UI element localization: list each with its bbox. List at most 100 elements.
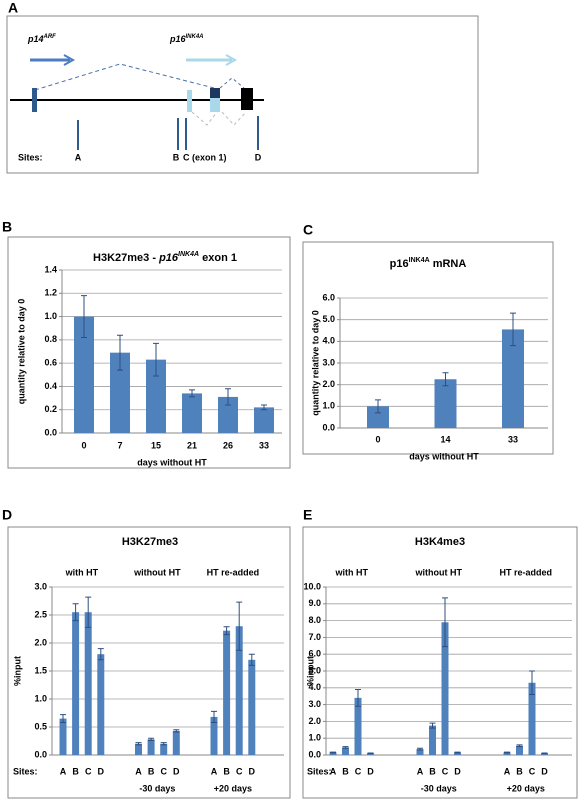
group-sublabel: +20 days (507, 783, 545, 793)
x-axis-label: days without HT (137, 457, 207, 467)
x-tick-label: A (211, 766, 218, 776)
bar (342, 747, 349, 755)
y-tick-label: 0.0 (34, 749, 47, 759)
group-sublabel: -30 days (139, 783, 175, 793)
error-bar (375, 399, 381, 414)
x-tick-label: C (160, 766, 167, 776)
bar (110, 352, 130, 433)
bar (84, 612, 92, 755)
exon (210, 88, 220, 98)
group-label: with HT (335, 567, 369, 577)
bar (329, 752, 337, 755)
error-bar (153, 342, 159, 377)
y-tick-label: 0.0 (308, 749, 321, 759)
bar (210, 716, 218, 755)
sites-label: Sites: (307, 766, 332, 776)
x-tick-label: 33 (259, 440, 269, 450)
error-bar (223, 626, 230, 636)
error-bar (189, 389, 195, 398)
x-tick-label: D (249, 766, 256, 776)
panel-letter: D (2, 507, 12, 523)
title-part: mRNA (430, 258, 467, 270)
y-tick-label: 0.2 (44, 404, 57, 414)
error-bar (342, 746, 349, 749)
x-tick-label: A (135, 766, 142, 776)
splice-line (191, 111, 218, 126)
panel-letter: A (8, 0, 18, 16)
y-tick-label: 0.6 (44, 358, 57, 368)
error-bar (529, 670, 535, 696)
site-label: B (173, 152, 180, 162)
x-tick-label: 33 (508, 434, 518, 444)
x-tick-label: 21 (187, 440, 197, 450)
gene-sup: INK4A (186, 34, 204, 40)
x-tick-label: B (148, 766, 155, 776)
y-tick-label: 0.0 (44, 427, 57, 437)
bar (454, 752, 461, 755)
arrow-head (63, 54, 76, 66)
y-tick-label: 2.5 (34, 609, 47, 619)
x-tick-label: C (355, 766, 362, 776)
y-tick-label: 5.0 (308, 665, 321, 675)
bar (354, 697, 362, 755)
title-sup: INK4A (178, 251, 199, 258)
exon (241, 88, 253, 110)
error-bar (81, 295, 87, 339)
error-bar (330, 751, 336, 754)
bar (502, 329, 524, 428)
sites-label: Sites: (13, 766, 38, 776)
group-label: without HT (415, 567, 463, 577)
bar (160, 743, 168, 755)
group-label: HT re-added (207, 567, 260, 577)
bar (182, 393, 202, 433)
bar (528, 682, 536, 755)
error-bar (160, 742, 167, 746)
error-bar (117, 334, 123, 371)
panel-frame (302, 526, 578, 799)
y-tick-label: 8.0 (308, 615, 321, 625)
title-part: exon 1 (199, 252, 237, 264)
error-bar (510, 312, 516, 347)
arrow-head (225, 54, 238, 66)
y-tick-label: 1.2 (44, 288, 57, 298)
bar (434, 379, 457, 428)
chart-title: H3K27me3 - p16INK4A exon 1 (93, 251, 237, 264)
error-bar (417, 747, 423, 751)
bar (541, 753, 548, 755)
group-sublabel: +20 days (214, 783, 252, 793)
x-tick-label: 0 (375, 434, 380, 444)
x-tick-label: 26 (223, 440, 233, 450)
error-bar (367, 752, 374, 755)
y-tick-label: 6.0 (322, 292, 335, 302)
title-part: p16 (158, 252, 179, 264)
group-label: HT re-added (499, 567, 552, 577)
gene-label: p14ARF (27, 34, 56, 45)
bar (367, 406, 389, 428)
x-tick-label: 14 (440, 434, 450, 444)
error-bar (225, 388, 231, 406)
gene-label: p16INK4A (169, 34, 204, 45)
y-axis-label: quantity relative to day 0 (16, 299, 26, 405)
y-tick-label: 3.0 (308, 699, 321, 709)
bar (248, 659, 256, 755)
site-label: C (exon 1) (183, 152, 227, 162)
group-sublabel: -30 days (421, 783, 457, 793)
error-bar (211, 710, 217, 724)
y-tick-label: 2.0 (308, 716, 321, 726)
gene-name: p14 (27, 34, 44, 44)
panel-frame (7, 526, 291, 799)
bar (503, 752, 511, 755)
error-bar (442, 597, 448, 648)
x-tick-label: 7 (117, 440, 122, 450)
site-label: A (75, 152, 82, 162)
exon (187, 90, 192, 112)
error-bar (85, 596, 92, 628)
error-bar (135, 742, 142, 746)
sites-label: Sites: (18, 152, 43, 162)
bar (172, 730, 180, 755)
panel-frame (302, 241, 554, 455)
error-bar (429, 722, 436, 729)
panel-frame (7, 236, 291, 469)
x-tick-label: A (504, 766, 511, 776)
